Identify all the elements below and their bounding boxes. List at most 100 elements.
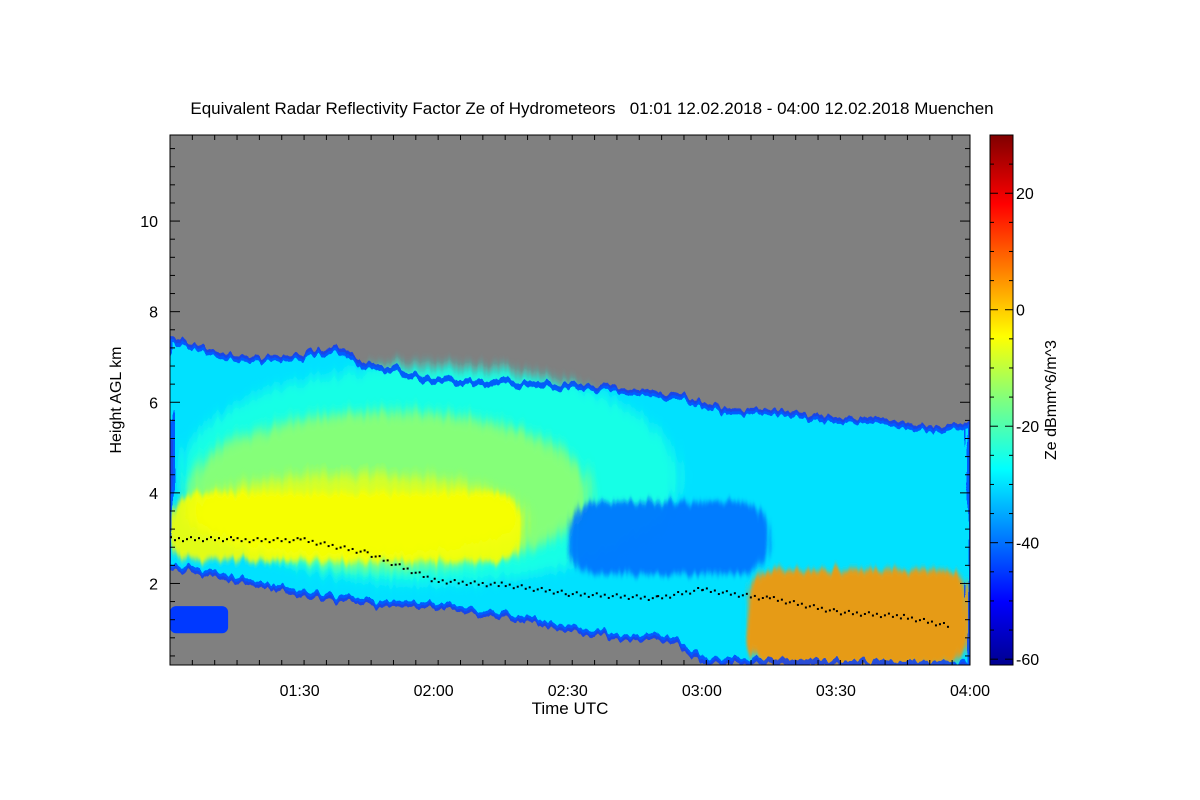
melting-layer-dot — [311, 539, 314, 542]
melting-layer-dot — [792, 600, 795, 603]
melting-layer-dot — [812, 604, 815, 607]
melting-layer-dot — [677, 591, 680, 594]
melting-layer-dot — [532, 589, 535, 592]
melting-layer-dot — [335, 547, 338, 550]
melting-layer-dot — [737, 595, 740, 598]
melting-layer-dot — [524, 587, 527, 590]
melting-layer-dot — [382, 559, 385, 562]
melting-layer-dot — [386, 559, 389, 562]
melting-layer-dot — [394, 563, 397, 566]
melting-layer-dot — [516, 585, 519, 588]
melting-layer-dot — [473, 580, 476, 583]
melting-layer-dot — [599, 595, 602, 598]
melting-layer-dot — [902, 613, 905, 616]
melting-layer-dot — [835, 610, 838, 613]
melting-layer-dot — [800, 602, 803, 605]
melting-layer-dot — [647, 598, 650, 601]
melting-layer-dot — [891, 615, 894, 618]
melting-layer-dot — [733, 592, 736, 595]
melting-layer-dot — [938, 623, 941, 626]
melting-layer-dot — [210, 536, 212, 539]
melting-layer-dot — [934, 624, 937, 627]
melting-layer-dot — [402, 567, 405, 570]
melting-layer-dot — [741, 594, 744, 597]
melting-layer-dot — [843, 611, 846, 614]
melting-layer-dot — [398, 563, 401, 566]
melting-layer-dot — [808, 605, 811, 608]
melting-layer-dot — [926, 621, 929, 624]
melting-layer-dot — [651, 597, 654, 600]
melting-layer-dot — [359, 550, 362, 553]
melting-layer-dot — [745, 592, 748, 595]
x-tick-label: 03:00 — [682, 683, 722, 700]
melting-layer-dot — [583, 592, 586, 595]
x-tick-label: 04:00 — [950, 683, 990, 700]
melting-layer-dot — [540, 586, 543, 589]
melting-layer-dot — [693, 589, 696, 592]
melting-layer-dot — [757, 598, 760, 601]
melting-layer-dot — [268, 541, 271, 544]
melting-layer-dot — [591, 594, 594, 597]
melting-layer-dot — [705, 587, 708, 590]
melting-layer-dot — [560, 589, 563, 592]
melting-layer-dot — [772, 596, 775, 599]
melting-layer-dot — [182, 540, 184, 543]
melting-layer-dot — [410, 572, 413, 575]
colorbar-scale — [989, 134, 1014, 666]
x-axis-label: Time UTC — [532, 699, 609, 718]
melting-layer-dot — [449, 580, 452, 583]
melting-layer-dot — [946, 625, 949, 628]
melting-layer-dot — [828, 609, 831, 612]
melting-layer-dot — [307, 541, 310, 544]
melting-layer-dot — [194, 539, 196, 542]
melting-layer-dot — [430, 580, 433, 583]
melting-layer-dot — [343, 545, 346, 548]
melting-layer-dot — [657, 595, 660, 598]
melting-layer-dot — [170, 536, 172, 539]
melting-layer-dot — [673, 593, 676, 596]
melting-layer-dot — [214, 539, 216, 542]
melting-layer-dot — [374, 555, 377, 558]
melting-layer-dot — [331, 543, 334, 546]
melting-layer-dot — [508, 583, 511, 586]
melting-layer-dot — [315, 543, 318, 546]
melting-layer-dot — [725, 590, 728, 593]
melting-layer-dot — [276, 537, 279, 540]
melting-layer-dot — [230, 536, 232, 539]
x-tick-label: 03:30 — [816, 683, 856, 700]
melting-layer-dot — [847, 609, 850, 612]
reflectivity-field — [170, 335, 970, 665]
echo-region--5 — [170, 492, 524, 561]
melting-layer-dot — [370, 555, 373, 558]
melting-layer-dot — [784, 602, 787, 605]
melting-layer-dot — [765, 595, 768, 598]
y-axis-label: Height AGL km — [108, 346, 125, 453]
melting-layer-dot — [615, 593, 618, 596]
melting-layer-dot — [575, 591, 578, 594]
melting-layer-dot — [729, 593, 732, 596]
melting-layer-dot — [390, 564, 393, 567]
melting-layer-dot — [339, 546, 342, 549]
melting-layer-dot — [264, 538, 267, 541]
melting-layer-dot — [567, 594, 570, 597]
melting-layer-dot — [910, 616, 913, 619]
melting-layer-dot — [918, 619, 921, 622]
melting-layer-dot — [461, 580, 464, 583]
melting-layer-dot — [528, 586, 531, 589]
melting-layer-dot — [643, 595, 646, 598]
melting-layer-dot — [445, 582, 448, 585]
melting-layer-dot — [669, 596, 672, 599]
melting-layer-dot — [280, 540, 283, 543]
melting-layer-dot — [788, 601, 791, 604]
chart-title: Equivalent Radar Reflectivity Factor Ze … — [190, 99, 993, 118]
melting-layer-dot — [701, 588, 704, 591]
melting-layer-dot — [198, 537, 200, 540]
melting-layer-dot — [603, 593, 606, 596]
melting-layer-dot — [477, 583, 480, 586]
melting-layer-dot — [236, 537, 239, 540]
melting-layer-dot — [851, 613, 854, 616]
y-tick-label: 10 — [140, 214, 158, 231]
x-tick-label: 01:30 — [280, 683, 320, 700]
melting-layer-dot — [418, 571, 421, 574]
